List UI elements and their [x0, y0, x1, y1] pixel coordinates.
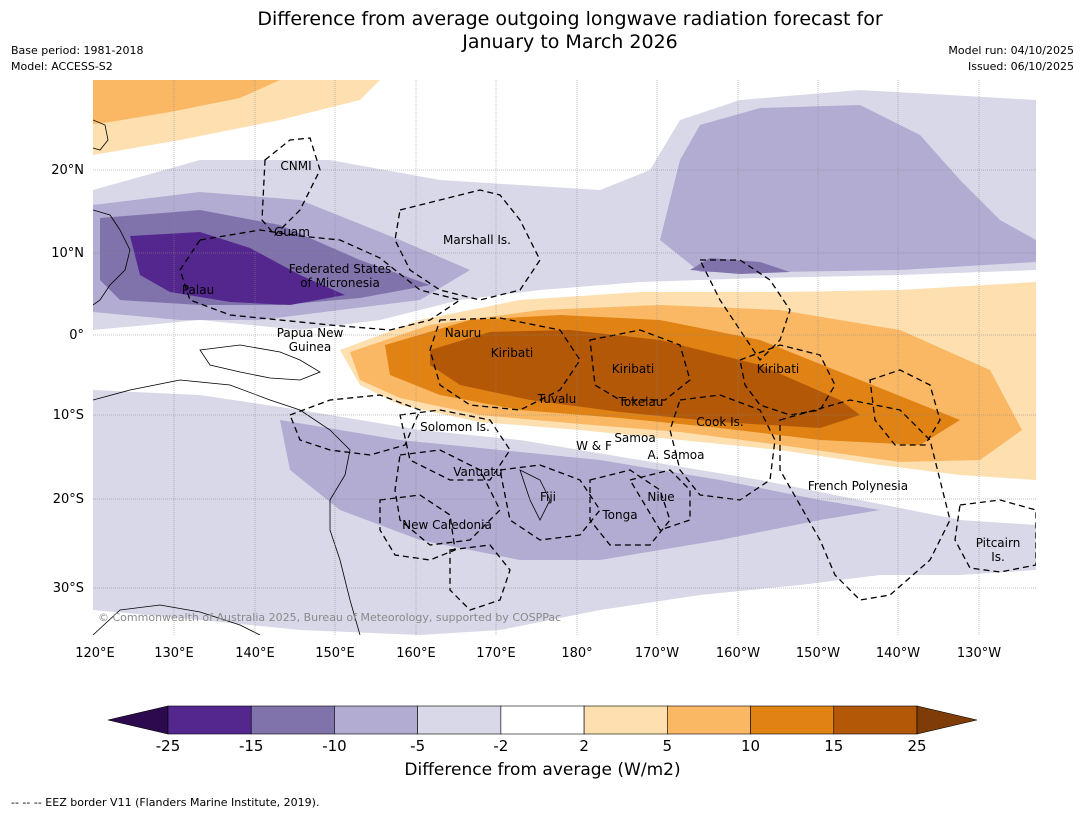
lon-tick: 150°E — [315, 646, 355, 661]
lat-tick: 10°S — [53, 408, 84, 423]
meta-right: Model run: 04/10/2025 Issued: 06/10/2025 — [948, 43, 1074, 75]
label-solomon-islands: Solomon Is. — [420, 420, 490, 434]
lat-axis: 20°N 10°N 0° 10°S 20°S 30°S — [51, 163, 84, 596]
label-niue: Niue — [647, 490, 674, 504]
lon-axis: 120°E 130°E 140°E 150°E 160°E 170°E 180°… — [75, 646, 1001, 661]
colorbar-extend-high — [916, 705, 978, 735]
title-line-2: January to March 2026 — [462, 31, 678, 53]
label-kiribati-central: Kiribati — [612, 362, 654, 376]
label-nauru: Nauru — [445, 326, 481, 340]
colorbar-segment — [667, 705, 751, 735]
label-tokelau: Tokelau — [618, 395, 664, 409]
base-period: Base period: 1981-2018 — [11, 44, 144, 57]
colorbar-segment — [167, 705, 252, 735]
model-run: Model run: 04/10/2025 — [948, 44, 1074, 57]
colorbar-segment — [334, 705, 418, 735]
lat-tick: 30°S — [53, 581, 84, 596]
lat-tick: 20°N — [51, 163, 84, 178]
colorbar-tick-label: -25 — [156, 737, 181, 755]
lon-tick: 150°W — [796, 646, 840, 661]
title-line-1: Difference from average outgoing longwav… — [257, 8, 883, 30]
map-plot-area: CNMI Guam Marshall Is. Federated States … — [93, 80, 1036, 635]
lon-tick: 130°W — [957, 646, 1001, 661]
label-png-line2: Guinea — [289, 340, 332, 354]
label-french-polynesia: French Polynesia — [808, 479, 908, 493]
label-png-line1: Papua New — [277, 326, 344, 340]
lon-tick: 180° — [561, 646, 592, 661]
anomaly-zone-negative-west-core — [130, 232, 345, 305]
label-tuvalu: Tuvalu — [537, 392, 577, 406]
anomaly-zone-negative-south-mid — [280, 420, 880, 560]
label-kiribati-east: Kiribati — [757, 362, 799, 376]
colorbar-tick-label: -2 — [493, 737, 508, 755]
lon-tick: 140°W — [876, 646, 920, 661]
footer-note: -- -- -- EEZ border V11 (Flanders Marine… — [11, 796, 320, 809]
lon-tick: 130°E — [154, 646, 194, 661]
colorbar-tick-label: 2 — [579, 737, 589, 755]
lon-tick: 140°E — [235, 646, 275, 661]
label-cook-islands: Cook Is. — [696, 415, 743, 429]
label-fsm-line1: Federated States — [289, 262, 391, 276]
anomaly-zone-negative-hawaii — [660, 105, 1036, 272]
colorbar-segment — [250, 705, 335, 735]
colorbar-tick-label: -10 — [322, 737, 347, 755]
label-vanuatu: Vanuatu — [453, 465, 503, 479]
label-pitcairn-line1: Pitcairn — [976, 536, 1021, 550]
colorbar-segment — [833, 705, 918, 735]
model-name: Model: ACCESS-S2 — [11, 60, 113, 73]
colorbar-segment — [583, 705, 668, 735]
colorbar-label: Difference from average (W/m2) — [404, 760, 681, 780]
eez-borders — [179, 137, 1036, 611]
colorbar-tick-label: 5 — [663, 737, 673, 755]
label-guam: Guam — [274, 225, 310, 239]
label-pitcairn-line2: Is. — [991, 550, 1005, 564]
gridlines — [93, 80, 1036, 635]
lat-tick: 20°S — [53, 492, 84, 507]
label-new-caledonia: New Caledonia — [402, 518, 492, 532]
label-fsm-line2: of Micronesia — [300, 276, 380, 290]
colorbar: -25 -15 -10 -5 -2 2 5 10 15 25 — [107, 705, 978, 755]
colorbar-tick-label: -15 — [239, 737, 264, 755]
colorbar-segment — [500, 705, 585, 735]
colorbar-tick-label: -5 — [410, 737, 425, 755]
chart-title: Difference from average outgoing longwav… — [200, 8, 940, 54]
issued-date: Issued: 06/10/2025 — [967, 60, 1074, 73]
colorbar-segment — [750, 705, 835, 735]
lon-tick: 170°W — [635, 646, 679, 661]
label-palau: Palau — [182, 283, 214, 297]
label-wallis-futuna: W & F — [576, 439, 612, 453]
label-cnmi: CNMI — [280, 159, 311, 173]
colorbar-segment — [417, 705, 502, 735]
label-fiji: Fiji — [540, 490, 556, 504]
label-marshall-islands: Marshall Is. — [443, 233, 511, 247]
lon-tick: 160°W — [716, 646, 760, 661]
label-american-samoa: A. Samoa — [648, 448, 705, 462]
anomaly-zone-negative-hawaii-core — [690, 258, 790, 274]
colorbar-tick-label: 25 — [907, 737, 926, 755]
lat-tick: 10°N — [51, 246, 84, 261]
lat-tick: 0° — [69, 328, 84, 343]
copyright-notice: © Commonwealth of Australia 2025, Bureau… — [98, 611, 561, 624]
lon-tick: 170°E — [476, 646, 516, 661]
lon-tick: 160°E — [396, 646, 436, 661]
coastlines — [93, 119, 551, 635]
lon-tick: 120°E — [75, 646, 115, 661]
colorbar-extend-low — [107, 705, 169, 735]
label-tonga: Tonga — [601, 508, 637, 522]
meta-left: Base period: 1981-2018 Model: ACCESS-S2 — [11, 43, 143, 75]
colorbar-tick-label: 10 — [741, 737, 760, 755]
label-samoa: Samoa — [614, 431, 655, 445]
anomaly-zone-positive-core — [430, 330, 860, 428]
colorbar-tick-label: 15 — [824, 737, 843, 755]
label-kiribati-west: Kiribati — [491, 346, 533, 360]
anomaly-zone-positive-north-strong — [93, 80, 280, 124]
